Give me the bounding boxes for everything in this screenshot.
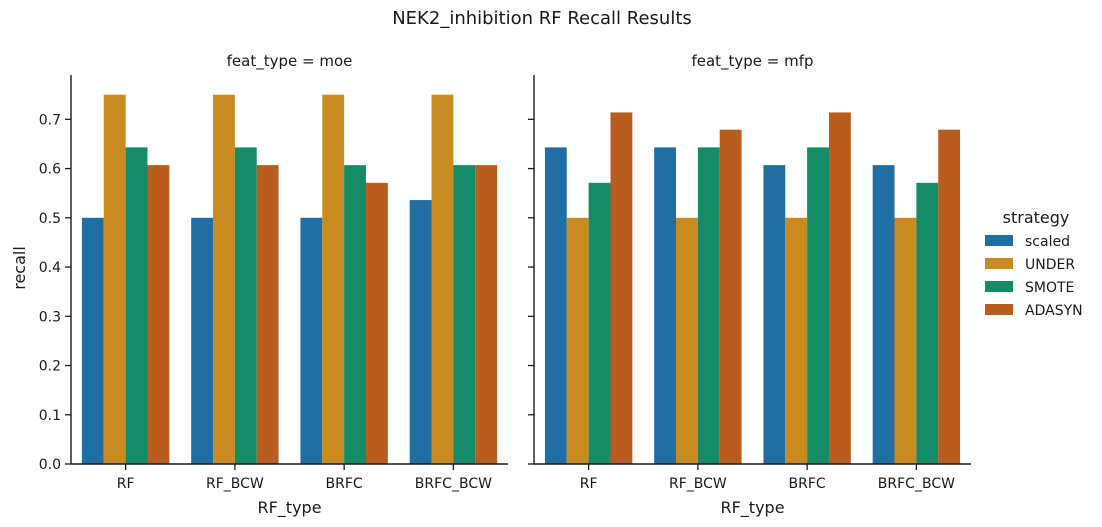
x-tick-label: BRFC: [789, 476, 826, 492]
bar-under-rf: [103, 94, 126, 464]
legend-label-scaled: scaled: [1025, 234, 1070, 250]
legend-swatch-smote: [985, 281, 1013, 292]
bar-smote-brfc: [344, 165, 366, 465]
bar-under-brfc_bcw: [431, 94, 454, 464]
y-tick-label: 0.7: [39, 112, 61, 128]
x-tick-label: BRFC_BCW: [878, 476, 955, 492]
y-tick-label: 0.1: [39, 408, 61, 424]
panel-title: feat_type = moe: [227, 52, 353, 71]
bar-under-rf_bcw: [676, 217, 698, 464]
y-tick-label: 0.0: [39, 457, 61, 473]
bar-adasyn-rf: [147, 165, 170, 465]
bar-adasyn-brfc_bcw: [938, 129, 961, 464]
legend-title: strategy: [1003, 208, 1070, 227]
x-tick-label: BRFC_BCW: [415, 476, 492, 492]
bar-scaled-brfc: [763, 165, 786, 465]
bar-under-brfc_bcw: [894, 217, 917, 464]
bar-smote-brfc: [807, 147, 829, 464]
bar-under-rf: [566, 217, 589, 464]
legend-label-adasyn: ADASYN: [1025, 303, 1083, 319]
y-tick-label: 0.4: [39, 260, 61, 276]
bar-adasyn-rf: [610, 112, 633, 465]
bar-scaled-brfc_bcw: [409, 200, 432, 464]
bar-scaled-brfc_bcw: [872, 165, 895, 465]
bar-scaled-rf_bcw: [654, 147, 677, 464]
legend-swatch-adasyn: [985, 304, 1013, 315]
y-tick-label: 0.3: [39, 309, 61, 325]
bar-scaled-brfc: [300, 217, 323, 464]
x-axis-title: RF_type: [257, 498, 321, 518]
legend-swatch-under: [985, 258, 1013, 269]
panel-0: feat_type = moe 0.0 0.1 0.2 0.3 0.4 0.5 0.6 0.7 R…: [39, 52, 508, 518]
y-tick-label: 0.5: [39, 211, 61, 227]
bar-scaled-rf: [544, 147, 567, 464]
bar-under-brfc: [785, 217, 808, 464]
bar-under-rf_bcw: [213, 94, 235, 464]
y-axis-title: recall: [10, 246, 29, 290]
panels: feat_type = moe 0.0 0.1 0.2 0.3 0.4 0.5 0.6 0.7 R…: [39, 52, 971, 518]
x-tick-label: RF: [580, 476, 598, 492]
bar-smote-brfc_bcw: [916, 182, 939, 464]
panel-title: feat_type = mfp: [691, 52, 813, 71]
bar-smote-rf_bcw: [697, 147, 720, 464]
bar-scaled-rf: [81, 217, 104, 464]
y-tick-label: 0.6: [39, 162, 61, 178]
bar-smote-rf_bcw: [234, 147, 257, 464]
panel-1: feat_type = mfp RF RF_BCW BRFC BRFC_BCW RF_ty…: [528, 52, 971, 518]
x-tick-label: BRFC: [326, 476, 363, 492]
bar-adasyn-brfc_bcw: [475, 165, 498, 465]
chart-title: NEK2_inhibition RF Recall Results: [392, 8, 692, 29]
bar-scaled-rf_bcw: [191, 217, 214, 464]
bar-under-brfc: [322, 94, 345, 464]
bar-adasyn-rf_bcw: [256, 165, 279, 465]
x-tick-label: RF: [117, 476, 135, 492]
x-tick-label: RF_BCW: [669, 476, 727, 492]
bar-adasyn-rf_bcw: [719, 129, 742, 464]
legend: strategy scaled UNDER SMOTE ADASYN: [985, 208, 1083, 319]
x-axis-title: RF_type: [720, 498, 784, 518]
bar-smote-rf: [588, 182, 611, 464]
x-tick-label: RF_BCW: [206, 476, 264, 492]
bar-smote-rf: [125, 147, 148, 464]
legend-label-under: UNDER: [1025, 257, 1075, 273]
bar-adasyn-brfc: [828, 112, 851, 465]
legend-label-smote: SMOTE: [1025, 280, 1074, 296]
bar-smote-brfc_bcw: [453, 165, 476, 465]
y-tick-label: 0.2: [39, 359, 61, 375]
bar-adasyn-brfc: [365, 182, 388, 464]
legend-swatch-scaled: [985, 235, 1013, 246]
